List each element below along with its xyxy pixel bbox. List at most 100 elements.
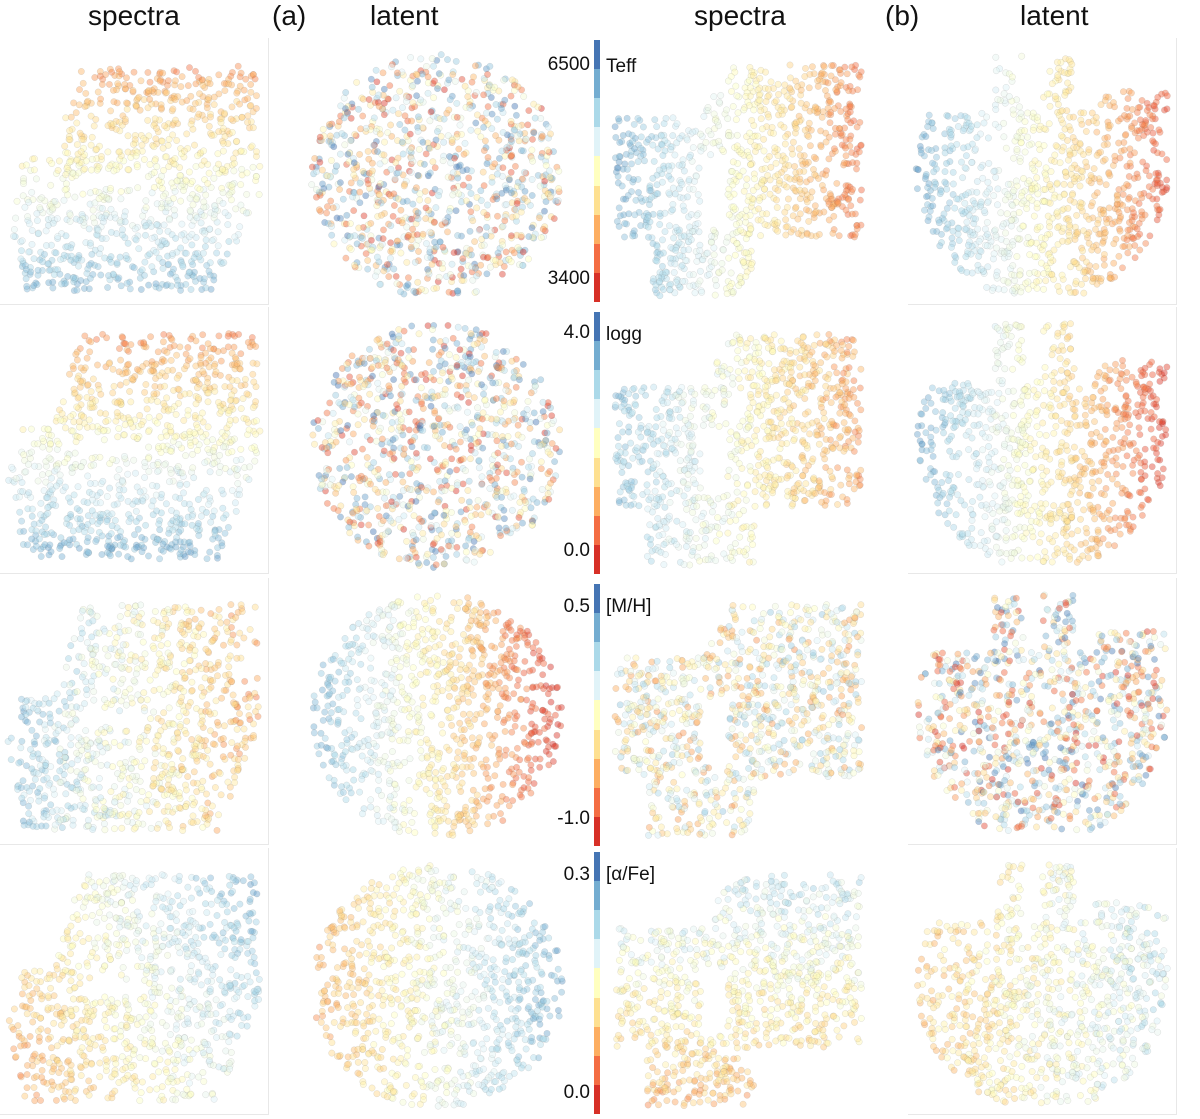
scatter-point [1011,137,1019,145]
scatter-point [176,481,184,489]
scatter-point [165,405,173,413]
scatter-point [977,248,985,255]
scatter-point [1034,190,1042,198]
scatter-point [1070,289,1078,297]
scatter-point [358,94,366,102]
scatter-point [171,77,179,85]
scatter-point [368,246,376,254]
scatter-point [424,170,432,178]
scatter-point [117,528,125,536]
scatter-point [423,394,431,402]
scatter-point [1105,204,1113,212]
scatter-point [797,99,805,107]
scatter-point [375,102,383,110]
scatter-point [1126,226,1134,234]
scatter-point [959,210,967,218]
scatter-point [1085,148,1093,156]
scatter-point [1130,234,1138,242]
scatter-point [647,187,655,195]
scatter-point [786,175,794,183]
scatter-point [105,360,113,368]
scatter-point [454,361,462,368]
scatter-point [431,238,439,246]
scatter-point [115,397,123,405]
scatter-point [193,193,201,201]
scatter-point [323,499,331,507]
scatter-point [688,227,696,235]
scatter-point [451,404,459,412]
scatter-point [163,442,171,450]
scatter-point [46,488,54,496]
scatter-point [819,170,827,178]
scatter-point [37,499,45,507]
scatter-point [973,178,981,185]
scatter-point [503,144,511,151]
scatter-point [69,427,77,435]
scatter-point [685,213,693,221]
scatter-point [513,199,521,207]
scatter-point [119,226,126,234]
scatter-point [377,550,385,558]
scatter-point [167,334,175,342]
scatter-point [1097,210,1105,218]
scatter-point [92,115,100,123]
scatter-point [1058,206,1066,214]
scatter-point [130,264,138,272]
scatter-point [618,182,626,190]
scatter-point [164,141,172,149]
scatter-point [468,418,475,426]
scatter-point [86,239,94,247]
scatter-point [469,545,477,553]
scatter-point [377,538,385,546]
scatter-point [385,514,393,522]
scatter-point [400,233,408,241]
scatter-point [961,225,969,233]
scatter-point [80,413,88,421]
scatter-point [163,89,171,96]
scatter-point [198,286,206,293]
scatter-point [362,406,370,414]
scatter-point [382,502,390,510]
scatter-point [103,493,111,500]
scatter-point [23,282,31,290]
scatter-point [748,199,756,207]
scatter-point [1029,109,1037,117]
scatter-point [129,423,137,431]
scatter-point [754,216,762,224]
scatter-point [462,103,470,111]
scatter-point [210,101,218,109]
scatter-point [668,143,676,151]
scatter-point [5,476,13,484]
scatter-point [115,65,122,73]
scatter-point [426,245,434,253]
scatter-point [173,137,181,144]
scatter-point [417,96,425,104]
scatter-point [506,144,513,152]
scatter-point [1102,215,1110,223]
scatter-point [502,184,510,192]
scatter-point [495,379,503,387]
scatter-point [710,244,718,252]
scatter-point [990,192,998,200]
scatter-point [419,124,427,131]
scatter-point [445,106,453,114]
scatter-point [400,375,408,383]
scatter-point [199,491,207,499]
scatter-point [201,459,209,467]
scatter-point [757,232,765,240]
scatter-point [59,487,67,495]
scatter-point [803,131,811,139]
scatter-point [407,243,415,251]
scatter-point [516,251,524,259]
scatter-point [124,239,132,247]
scatter-point [220,514,227,522]
scatter-point [222,439,230,447]
scatter-point [637,152,645,160]
scatter-point [422,553,430,561]
scatter-point [476,226,484,233]
scatter-point [789,97,797,105]
scatter-point [680,265,688,273]
scatter-point [199,93,207,101]
scatter-point [191,547,199,555]
scatter-point [93,492,101,500]
